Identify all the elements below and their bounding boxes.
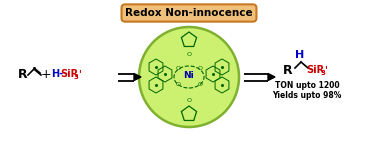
Text: Redox Non-innocence: Redox Non-innocence: [125, 8, 253, 18]
Text: O: O: [197, 66, 203, 70]
Text: O: O: [186, 52, 192, 56]
Text: ': ': [325, 65, 327, 75]
Polygon shape: [268, 73, 275, 80]
Polygon shape: [134, 73, 141, 80]
Text: H: H: [295, 50, 305, 60]
Text: Ni: Ni: [184, 72, 194, 80]
Text: TON upto 1200: TON upto 1200: [275, 80, 339, 90]
Text: O: O: [186, 97, 192, 103]
Text: ': ': [79, 69, 81, 79]
Text: O: O: [175, 66, 181, 70]
Text: SiR: SiR: [306, 65, 324, 75]
Text: O: O: [175, 82, 181, 87]
Text: H-: H-: [51, 69, 63, 79]
Text: +: +: [41, 69, 51, 82]
Text: 3: 3: [321, 70, 325, 76]
Text: R: R: [18, 69, 28, 82]
Text: SiR: SiR: [60, 69, 78, 79]
Text: 3: 3: [74, 74, 79, 80]
Text: R: R: [283, 63, 293, 76]
Text: Yields upto 98%: Yields upto 98%: [272, 90, 342, 100]
Text: O: O: [197, 82, 203, 87]
Circle shape: [139, 27, 239, 127]
